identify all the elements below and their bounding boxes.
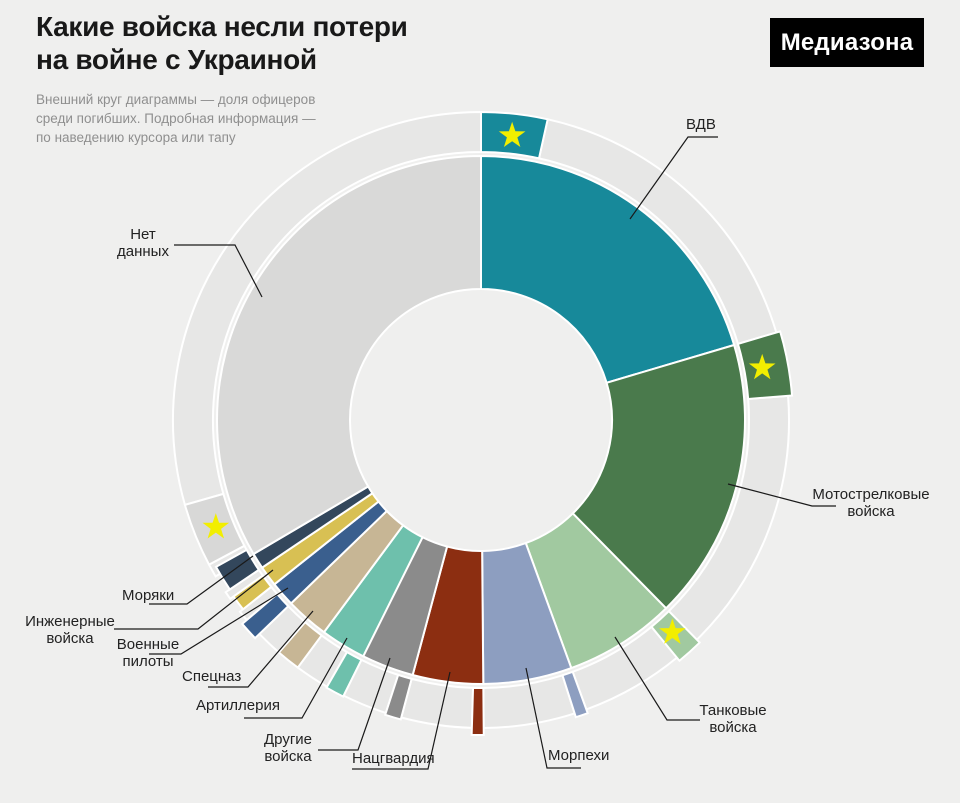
officer-arc-other[interactable] [383, 673, 413, 721]
callout-line-spetsnaz [208, 610, 314, 688]
officer-arc-spetsnaz[interactable] [277, 620, 323, 669]
callout-label-artillery: Артиллерия [196, 697, 280, 714]
callout-label-marines: Морпехи [548, 747, 610, 764]
callout-label-sailors: Моряки [122, 587, 175, 604]
general-star-icon-motostrelki [748, 353, 776, 380]
callout-line-marines [525, 667, 581, 769]
callout-label-natsguard: Нацгвардия [352, 750, 435, 767]
page-title: Какие войска несли потери на войне с Укр… [36, 10, 408, 76]
callout-label-pilots: Военные пилоты [116, 636, 180, 670]
general-star-icon-no-data [202, 513, 230, 539]
officer-arc-engineers[interactable] [232, 574, 273, 611]
callout-label-vdv: ВДВ [686, 116, 716, 133]
callout-line-motostrelki [727, 483, 836, 507]
callout-line-pilots [149, 587, 289, 655]
callout-line-natsguard [352, 671, 451, 770]
mediazona-logo-text: Медиазона [780, 28, 914, 56]
officer-arc-natsguard[interactable] [470, 686, 485, 736]
callout-label-engineers: Инженерные войска [25, 613, 115, 647]
callout-label-other: Другие войска [263, 731, 313, 765]
callout-label-tank: Танковые войска [699, 702, 767, 736]
callout-line-other [318, 657, 391, 751]
mediazona-logo[interactable]: Медиазона [770, 18, 924, 67]
chart-subtitle-line2: среди погибших. Подробная информация — [36, 111, 316, 126]
callout-label-spetsnaz: Спецназ [182, 668, 242, 685]
callout-line-no-data [174, 244, 263, 298]
officer-arc-marines[interactable] [561, 670, 589, 719]
segment-vdv[interactable] [480, 154, 736, 385]
officer-arc-artillery[interactable] [325, 650, 363, 698]
segment-motostrelki[interactable] [571, 343, 746, 610]
chart-subtitle-line3: по наведению курсора или тапу [36, 130, 236, 145]
callout-line-tank [614, 636, 700, 721]
callout-label-no-data: Нет данных [117, 226, 169, 260]
callout-line-sailors [149, 555, 254, 605]
callout-line-artillery [244, 637, 348, 719]
segment-no-data[interactable] [216, 154, 482, 556]
page-title-line1: Какие войска несли потери [36, 11, 408, 42]
officer-ring-gray-natsguard [400, 677, 475, 729]
callout-label-motostrelki: Мотострелковые войска [812, 486, 930, 520]
general-star-icon-tank [659, 618, 686, 644]
page-title-line2: на войне с Украиной [36, 44, 317, 75]
chart-subtitle: Внешний круг диаграммы — доля офицеров с… [36, 90, 316, 147]
chart-subtitle-line1: Внешний круг диаграммы — доля офицеров [36, 92, 316, 107]
callout-line-vdv [629, 136, 718, 220]
general-star-icon-vdv [498, 121, 526, 148]
callout-line-engineers [114, 569, 274, 630]
